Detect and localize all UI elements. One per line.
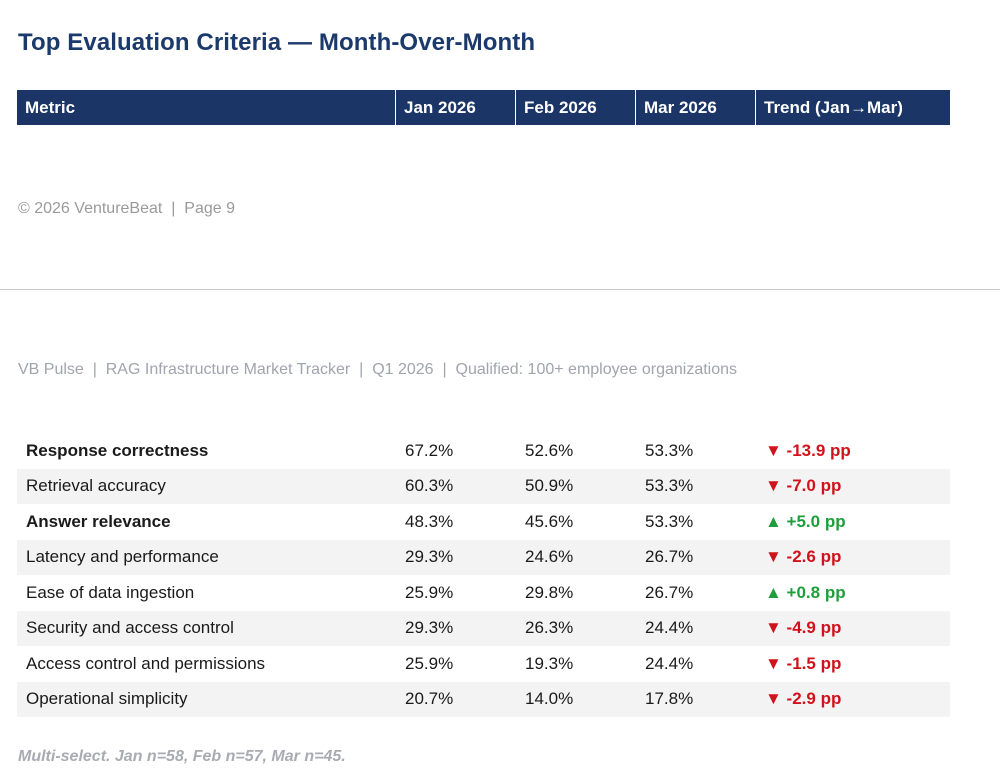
- page-title: Top Evaluation Criteria — Month-Over-Mon…: [18, 29, 536, 56]
- metric-cell: Security and access control: [26, 618, 234, 638]
- jan-value-cell: 67.2%: [405, 440, 454, 460]
- metric-cell: Answer relevance: [26, 511, 171, 531]
- table-row: Security and access control 29.3% 26.3% 24.…: [17, 610, 950, 646]
- metric-cell: Access control and permissions: [26, 653, 266, 673]
- trend-cell: ▼ -7.0 pp: [765, 476, 842, 496]
- page-divider: [0, 289, 1000, 290]
- table-row: Answer relevance 48.3% 45.6% 53.3% ▲ +5.0 pp: [17, 504, 950, 540]
- metric-cell: Latency and performance: [26, 547, 219, 567]
- criteria-table: Response correctness 67.2% 52.6% 53.3% ▼ -13…: [17, 433, 950, 717]
- mar-value-cell: 17.8%: [645, 689, 694, 709]
- feb-value-cell: 14.0%: [525, 689, 574, 709]
- table-row: Operational simplicity 20.7% 14.0% 17.8% ▼ -…: [17, 681, 950, 717]
- metric-cell: Operational simplicity: [26, 689, 188, 709]
- metric-cell: Retrieval accuracy: [26, 476, 166, 496]
- metric-cell: Response correctness: [26, 440, 209, 460]
- trend-cell: ▼ -1.5 pp: [765, 653, 842, 673]
- jan-value-cell: 29.3%: [405, 547, 454, 567]
- mar-value-cell: 53.3%: [645, 511, 694, 531]
- table-row: Ease of data ingestion 25.9% 29.8% 26.7% ▲ +…: [17, 575, 950, 611]
- trend-cell: ▼ -2.9 pp: [765, 689, 842, 709]
- feb-value-cell: 26.3%: [525, 618, 574, 638]
- feb-value-cell: 29.8%: [525, 582, 574, 602]
- column-header-metric: Metric: [17, 90, 396, 125]
- table-row: Retrieval accuracy 60.3% 50.9% 53.3% ▼ -7.0 …: [17, 468, 950, 504]
- table-note: Multi-select. Jan n=58, Feb n=57, Mar n=…: [18, 748, 346, 765]
- feb-value-cell: 24.6%: [525, 547, 574, 567]
- jan-value-cell: 48.3%: [405, 511, 454, 531]
- trend-cell: ▲ +0.8 pp: [765, 582, 846, 602]
- metric-cell: Ease of data ingestion: [26, 582, 195, 602]
- jan-value-cell: 20.7%: [405, 689, 454, 709]
- jan-value-cell: 25.9%: [405, 582, 454, 602]
- running-header: VB Pulse | RAG Infrastructure Market Tra…: [18, 361, 738, 378]
- trend-cell: ▼ -13.9 pp: [765, 440, 851, 460]
- mar-value-cell: 26.7%: [645, 582, 694, 602]
- table-row: Access control and permissions 25.9% 19.3%…: [17, 646, 950, 682]
- feb-value-cell: 45.6%: [525, 511, 574, 531]
- feb-value-cell: 52.6%: [525, 440, 574, 460]
- column-header-jan: Jan 2026: [396, 90, 516, 125]
- column-header-feb: Feb 2026: [516, 90, 636, 125]
- mar-value-cell: 24.4%: [645, 618, 694, 638]
- page-footer: © 2026 VentureBeat | Page 9: [18, 200, 235, 217]
- trend-cell: ▲ +5.0 pp: [765, 511, 846, 531]
- jan-value-cell: 60.3%: [405, 476, 454, 496]
- mar-value-cell: 26.7%: [645, 547, 694, 567]
- mar-value-cell: 24.4%: [645, 653, 694, 673]
- mar-value-cell: 53.3%: [645, 476, 694, 496]
- mar-value-cell: 53.3%: [645, 440, 694, 460]
- trend-cell: ▼ -4.9 pp: [765, 618, 842, 638]
- table-row: Response correctness 67.2% 52.6% 53.3% ▼ -13…: [17, 433, 950, 469]
- jan-value-cell: 25.9%: [405, 653, 454, 673]
- table-row: Latency and performance 29.3% 24.6% 26.7% ▼ …: [17, 539, 950, 575]
- feb-value-cell: 50.9%: [525, 476, 574, 496]
- feb-value-cell: 19.3%: [525, 653, 574, 673]
- column-header-mar: Mar 2026: [636, 90, 756, 125]
- table-header: Metric Jan 2026 Feb 2026 Mar 2026 Trend …: [17, 90, 950, 125]
- trend-cell: ▼ -2.6 pp: [765, 547, 842, 567]
- column-header-trend: Trend (Jan→Mar): [756, 90, 950, 125]
- jan-value-cell: 29.3%: [405, 618, 454, 638]
